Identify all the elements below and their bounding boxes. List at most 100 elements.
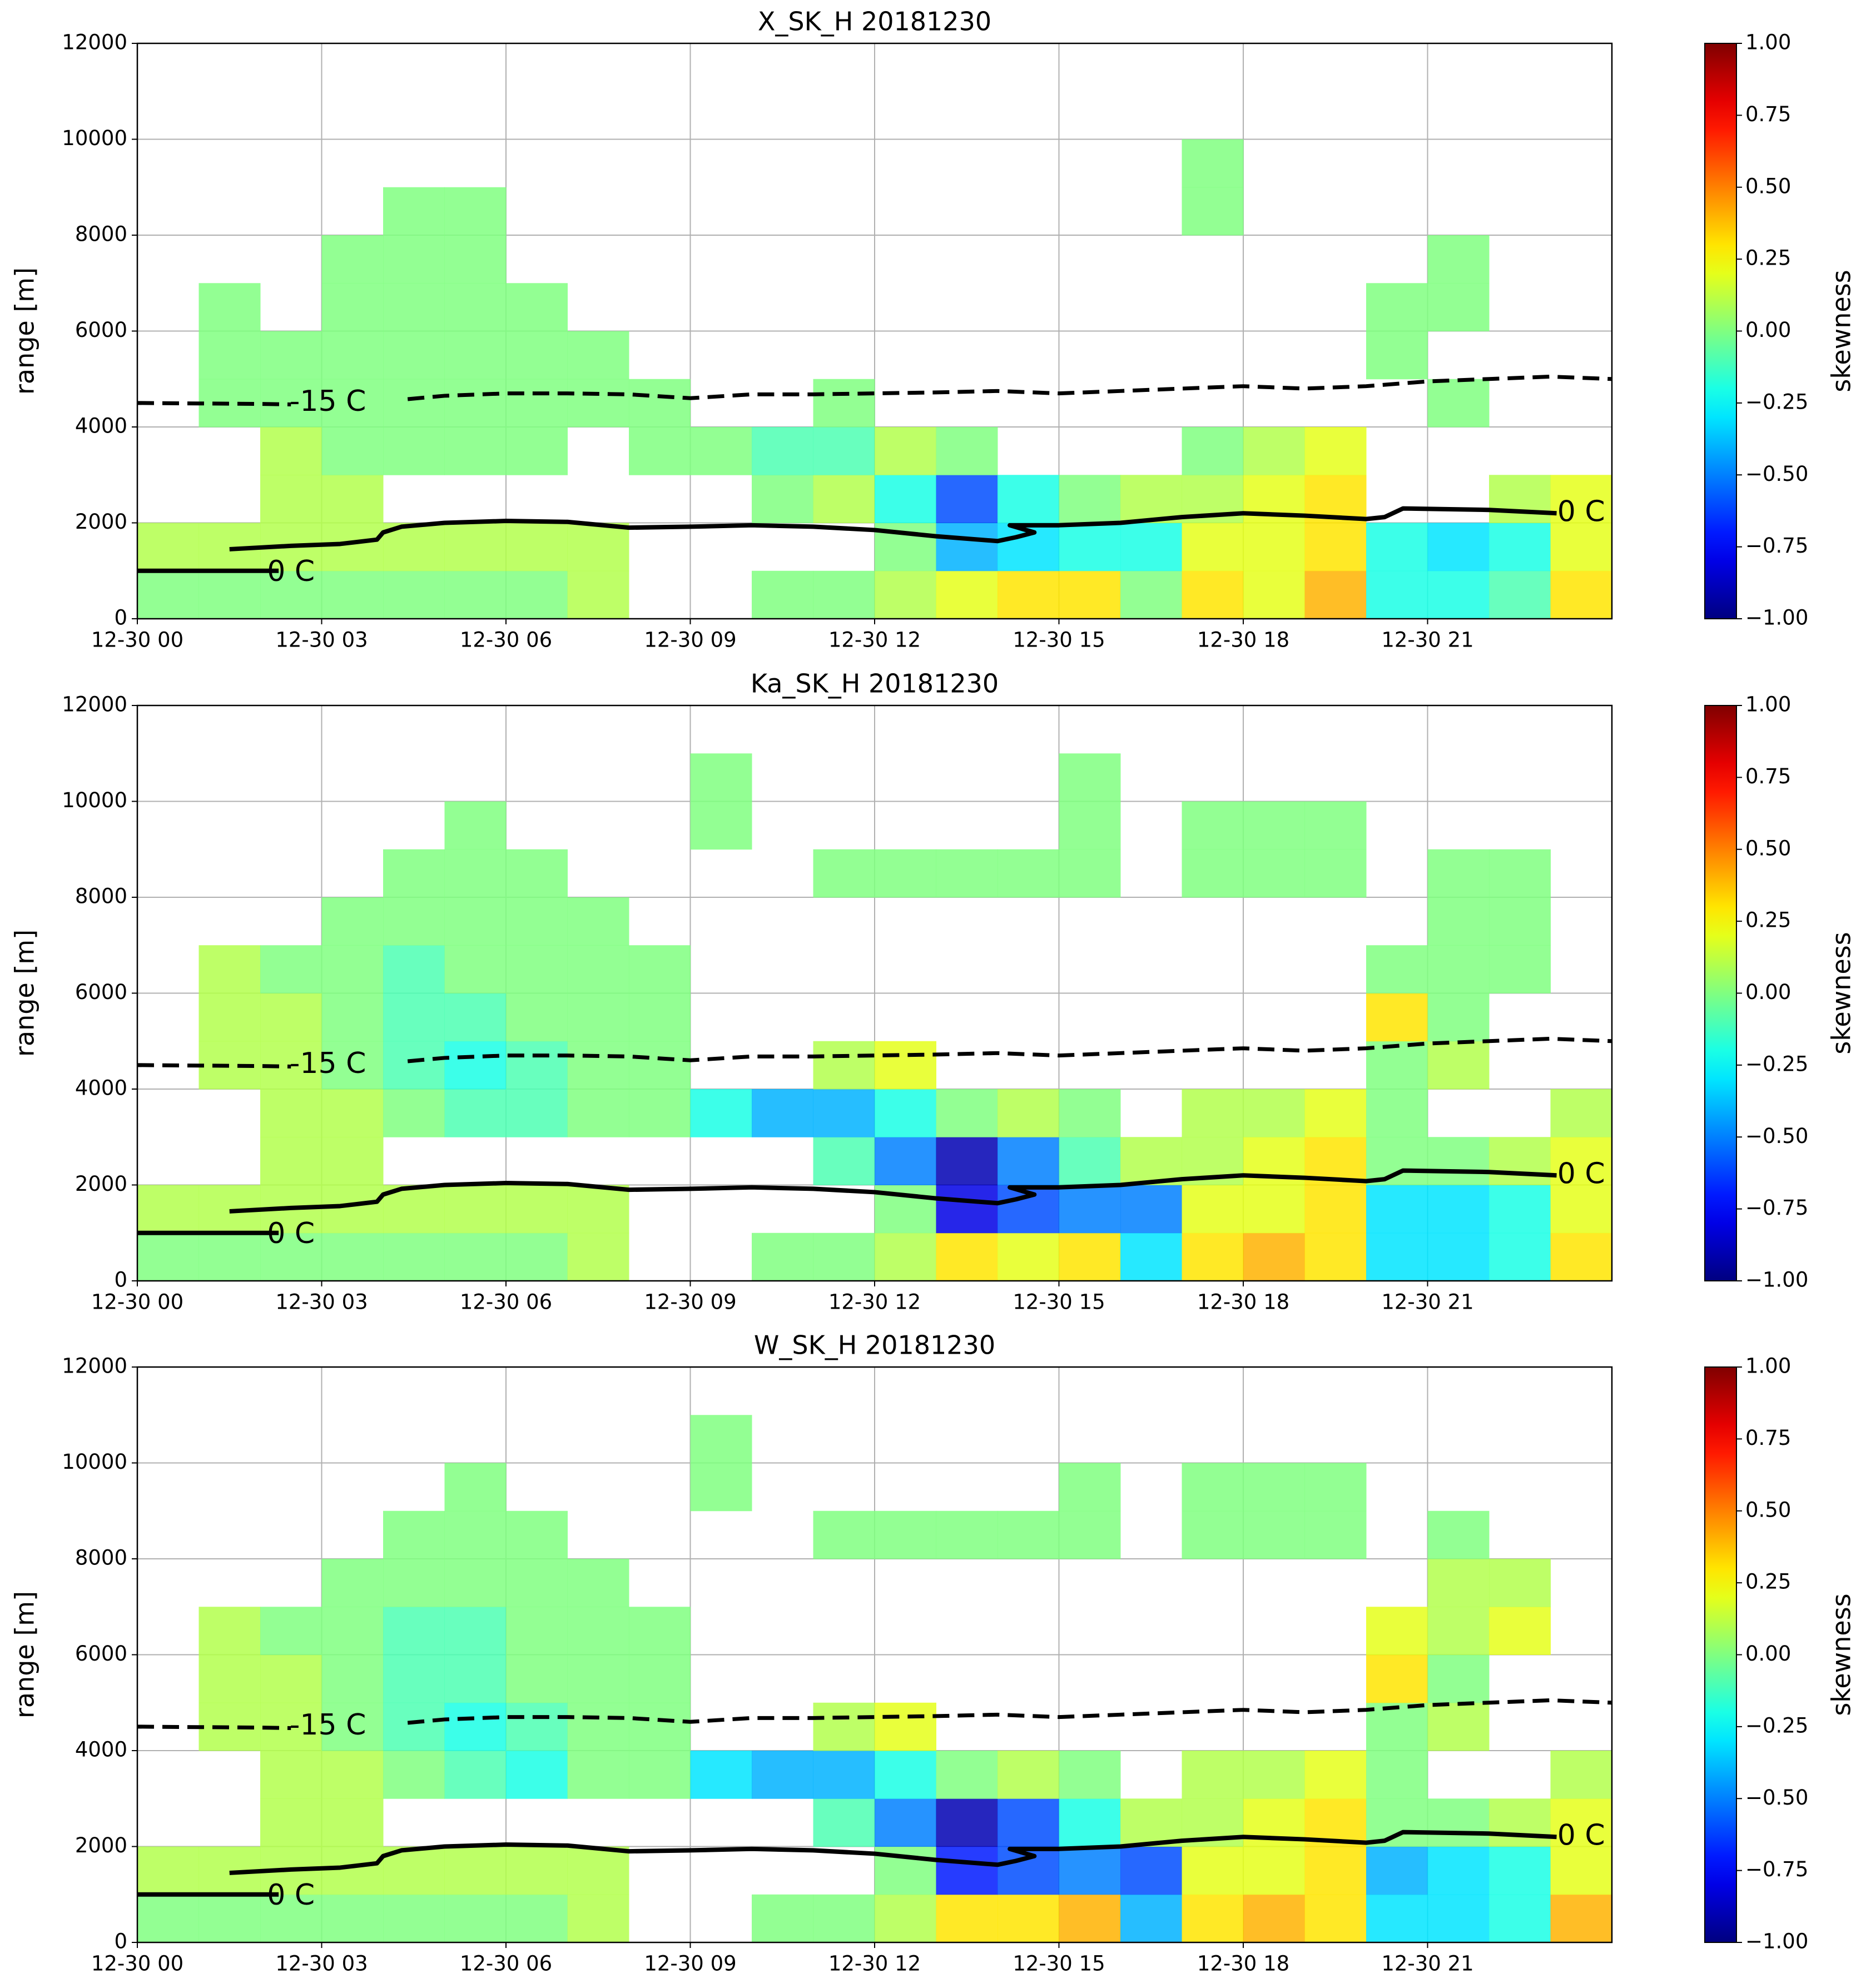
heat-cell bbox=[383, 427, 445, 475]
heat-cell bbox=[998, 1751, 1059, 1799]
heat-cell bbox=[1427, 379, 1490, 428]
heat-cell bbox=[1366, 993, 1428, 1042]
heat-cell bbox=[506, 1654, 568, 1703]
y-tick-label: 12000 bbox=[62, 1354, 127, 1378]
heat-cell bbox=[444, 1751, 507, 1799]
heat-cell bbox=[506, 379, 568, 428]
y-tick-label: 10000 bbox=[62, 788, 127, 812]
heat-cell bbox=[383, 570, 445, 619]
heat-cell bbox=[321, 379, 384, 428]
heat-cell bbox=[1059, 1751, 1121, 1799]
heat-cell bbox=[1182, 1751, 1244, 1799]
colorbar-tick-label: 1.00 bbox=[1745, 31, 1791, 54]
heat-cell bbox=[1304, 427, 1367, 475]
heat-cell bbox=[1366, 570, 1428, 619]
colorbar-tick-label: −0.25 bbox=[1745, 1713, 1808, 1737]
heat-cell bbox=[321, 1041, 384, 1090]
heat-cell bbox=[1366, 1041, 1428, 1090]
heat-cell bbox=[444, 1510, 507, 1559]
heat-cell bbox=[444, 1607, 507, 1655]
heat-cell bbox=[506, 1751, 568, 1799]
heat-cell bbox=[1059, 1089, 1121, 1137]
heat-cell bbox=[198, 331, 261, 380]
colorbar bbox=[1704, 705, 1737, 1281]
heat-cell bbox=[1427, 1894, 1490, 1943]
colorbar-tick-label: 0.25 bbox=[1745, 908, 1791, 932]
heat-cell bbox=[1427, 1559, 1490, 1607]
x-tick-label: 12-30 18 bbox=[1197, 1952, 1289, 1976]
heat-cell bbox=[1427, 570, 1490, 619]
heat-cell bbox=[1059, 475, 1121, 523]
heat-cell bbox=[137, 1185, 199, 1234]
heat-cell bbox=[1243, 1510, 1305, 1559]
heat-cell bbox=[567, 1232, 629, 1281]
heat-cell bbox=[629, 993, 691, 1042]
colorbar-tick-label: −0.75 bbox=[1745, 534, 1808, 558]
heat-cell bbox=[1182, 1894, 1244, 1943]
heat-cell bbox=[198, 283, 261, 331]
y-tick-label: 2000 bbox=[75, 510, 127, 534]
heat-cell bbox=[1059, 1185, 1121, 1234]
isotherm-label: 0 C bbox=[1557, 495, 1605, 528]
heat-cell bbox=[1489, 1894, 1551, 1943]
heat-cell bbox=[875, 427, 936, 475]
heat-cell bbox=[1120, 1894, 1182, 1943]
heat-cell bbox=[444, 945, 507, 993]
heat-cell bbox=[444, 187, 507, 236]
heat-cell bbox=[1243, 849, 1305, 898]
heat-cell bbox=[321, 235, 384, 284]
y-tick-label: 12000 bbox=[62, 693, 127, 717]
heat-cell bbox=[1304, 523, 1367, 571]
heat-cell bbox=[383, 945, 445, 993]
heat-cell bbox=[1427, 1041, 1490, 1090]
colorbar bbox=[1704, 1366, 1737, 1943]
heat-cell bbox=[690, 801, 752, 850]
heat-cell bbox=[383, 1232, 445, 1281]
heat-cell bbox=[1243, 1751, 1305, 1799]
x-tick-label: 12-30 21 bbox=[1381, 628, 1473, 652]
isotherm-line bbox=[407, 374, 1612, 401]
colorbar-tick-label: −0.50 bbox=[1745, 1124, 1808, 1148]
heat-cell bbox=[1427, 1846, 1490, 1895]
heat-cell bbox=[383, 1510, 445, 1559]
heat-cell bbox=[444, 427, 507, 475]
heat-cell bbox=[1550, 570, 1612, 619]
heat-cell bbox=[936, 849, 998, 898]
heat-cell bbox=[875, 1232, 936, 1281]
isotherm-label: -15 C bbox=[290, 1708, 366, 1742]
heat-cell bbox=[321, 1846, 384, 1895]
y-tick-label: 0 bbox=[114, 606, 127, 630]
heat-cell bbox=[1366, 1798, 1428, 1847]
isotherm-label: 0 C bbox=[1557, 1157, 1605, 1190]
heat-cell bbox=[321, 475, 384, 523]
heat-cell bbox=[1489, 1185, 1551, 1234]
heat-cell bbox=[383, 849, 445, 898]
heat-cell bbox=[1059, 1846, 1121, 1895]
heat-cell bbox=[321, 1607, 384, 1655]
heat-cell bbox=[567, 1751, 629, 1799]
heat-cell bbox=[1427, 993, 1490, 1042]
y-tick-label: 4000 bbox=[75, 1738, 127, 1762]
isotherm-line bbox=[407, 1698, 1612, 1725]
heat-cell bbox=[1489, 475, 1551, 523]
heat-cell bbox=[813, 1089, 875, 1137]
heat-cell bbox=[1366, 1232, 1428, 1281]
heat-cell bbox=[260, 1089, 322, 1137]
panel: 12-30 00 12-30 03 12-30 06 12-30 09 12-30 12… bbox=[10, 1330, 1857, 1976]
heat-cell bbox=[1366, 1654, 1428, 1703]
heat-cell bbox=[444, 1559, 507, 1607]
heat-cell bbox=[1243, 1894, 1305, 1943]
heat-cell bbox=[444, 331, 507, 380]
heat-cell bbox=[137, 570, 199, 619]
heat-cell bbox=[813, 475, 875, 523]
heat-cell bbox=[998, 1798, 1059, 1847]
heat-cell bbox=[629, 379, 691, 428]
colorbar-tick-label: −1.00 bbox=[1745, 1268, 1808, 1292]
heat-cell bbox=[752, 427, 813, 475]
heat-cell bbox=[321, 897, 384, 946]
heat-cell bbox=[506, 523, 568, 571]
heat-cell bbox=[1304, 1185, 1367, 1234]
heat-cell bbox=[137, 1894, 199, 1943]
x-tick-label: 12-30 15 bbox=[1013, 628, 1105, 652]
colorbar-tick-label: −0.50 bbox=[1745, 1786, 1808, 1810]
